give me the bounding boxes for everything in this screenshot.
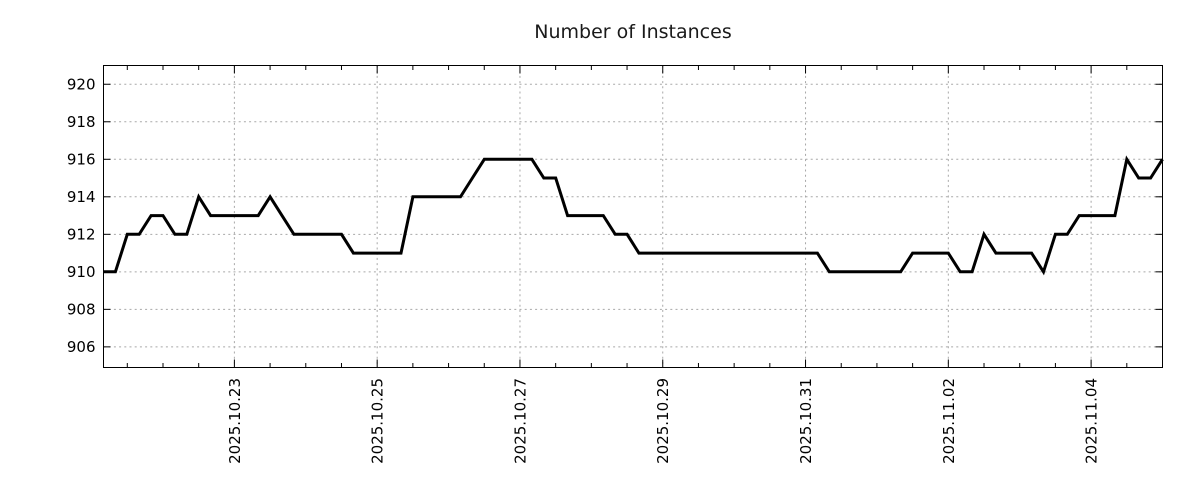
y-tick-label: 912 (67, 225, 96, 243)
x-tick-label-group: 2025.11.04 (1083, 378, 1101, 464)
y-tick-label: 906 (67, 338, 96, 356)
x-tick-label-group: 2025.10.25 (369, 378, 387, 464)
x-tick-label: 2025.11.02 (940, 378, 958, 464)
y-tick-labels: 906 908 910 912 914 916 918 920 (67, 75, 96, 356)
x-tick-label-group: 2025.11.02 (940, 378, 958, 464)
x-tick-label: 2025.10.31 (797, 378, 815, 464)
chart-title: Number of Instances (534, 21, 731, 43)
x-tick-label-group: 2025.10.29 (654, 378, 672, 464)
axis-ticks (103, 65, 1163, 368)
y-tick-label: 918 (67, 113, 96, 131)
plot-frame (103, 65, 1163, 368)
x-tick-label-group: 2025.10.27 (511, 378, 529, 464)
x-tick-label: 2025.10.23 (226, 378, 244, 464)
y-tick-label: 920 (67, 75, 96, 93)
x-tick-label: 2025.10.25 (369, 378, 387, 464)
x-tick-label-group: 2025.10.23 (226, 378, 244, 464)
y-tick-label: 910 (67, 263, 96, 281)
x-tick-label: 2025.10.29 (654, 378, 672, 464)
y-tick-label: 908 (67, 300, 96, 318)
y-tick-label: 914 (67, 188, 96, 206)
x-tick-labels: 2025.10.23 2025.10.25 2025.10.27 2025.10.29… (226, 378, 1101, 464)
x-tick-label: 2025.11.04 (1083, 378, 1101, 464)
y-tick-label: 916 (67, 150, 96, 168)
series-line-instances (103, 155, 1164, 276)
x-tick-label: 2025.10.27 (511, 378, 529, 464)
x-tick-label-group: 2025.10.31 (797, 378, 815, 464)
